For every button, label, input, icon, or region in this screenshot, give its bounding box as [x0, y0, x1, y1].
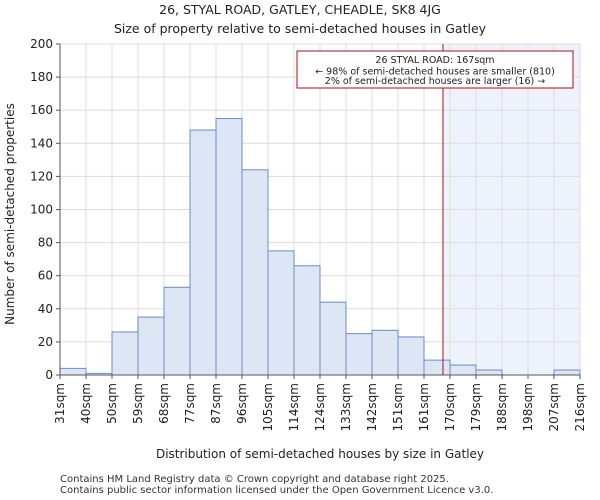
annotation-box [296, 50, 574, 89]
x-tick-label-198sqm: 198sqm [521, 383, 535, 431]
y-tick-label-3: 60 [38, 269, 53, 283]
bar-142sqm [371, 329, 399, 376]
bar-124sqm [319, 301, 347, 376]
y-tick-label-7: 140 [30, 136, 53, 150]
x-tick-label-59sqm: 59sqm [131, 383, 145, 424]
y-tick-label-1: 20 [38, 335, 53, 349]
bar-151sqm [397, 336, 425, 376]
x-tick-label-87sqm: 87sqm [209, 383, 223, 424]
x-tick-label-142sqm: 142sqm [365, 383, 379, 431]
x-tick-label-133sqm: 133sqm [339, 383, 353, 431]
bar-207sqm [553, 369, 581, 376]
bar-161sqm [423, 359, 451, 376]
x-tick-label-68sqm: 68sqm [157, 383, 171, 424]
footer-line-2: Contains public sector information licen… [60, 485, 494, 496]
plot-area: 0 20 40 60 80 100 120 140 160 180 200 31sqm 40sqm 50s… [30, 37, 587, 431]
bar-68sqm [163, 286, 191, 376]
bar-105sqm [267, 250, 295, 376]
annotation-text-2: ← 98% of semi-detached houses are smalle… [315, 67, 555, 78]
bar-31sqm [59, 367, 87, 376]
annotation-text-3: 2% of semi-detached houses are larger (1… [325, 76, 545, 87]
x-tick-label-114sqm: 114sqm [287, 383, 301, 431]
bar-50sqm [111, 331, 139, 376]
y-axis-label: Number of semi-detached properties [3, 103, 17, 325]
bar-96sqm [241, 169, 269, 376]
x-tick-label-151sqm: 151sqm [391, 383, 405, 431]
x-tick-label-161sqm: 161sqm [417, 383, 431, 431]
x-axis-label: Distribution of semi-detached houses by … [156, 447, 484, 461]
x-tick-label-105sqm: 105sqm [261, 383, 275, 431]
y-tick-label-5: 100 [30, 203, 53, 217]
x-tick-label-31sqm: 31sqm [53, 383, 67, 424]
bar-133sqm [345, 333, 373, 376]
x-tick-label-170sqm: 170sqm [443, 383, 457, 431]
y-tick-label-8: 160 [30, 103, 53, 117]
bar-179sqm [475, 369, 503, 376]
x-tick-label-77sqm: 77sqm [183, 383, 197, 424]
chart-title: 26, STYAL ROAD, GATLEY, CHEADLE, SK8 4JG [159, 2, 441, 17]
y-tick-label-2: 40 [38, 302, 53, 316]
bar-77sqm [189, 129, 217, 376]
x-tick-label-179sqm: 179sqm [469, 383, 483, 431]
x-tick-label-40sqm: 40sqm [79, 383, 93, 424]
footer-line-1: Contains HM Land Registry data © Crown c… [60, 474, 449, 485]
bar-87sqm [215, 117, 243, 376]
bar-170sqm [449, 364, 477, 376]
x-tick-label-188sqm: 188sqm [495, 383, 509, 431]
y-tick-label-10: 200 [30, 37, 53, 51]
annotation-text-1: 26 STYAL ROAD: 167sqm [375, 55, 494, 66]
bar-114sqm [293, 265, 321, 376]
x-tick-label-216sqm: 216sqm [573, 383, 587, 431]
chart-subtitle: Size of property relative to semi-detach… [114, 21, 487, 36]
x-tick-label-96sqm: 96sqm [235, 383, 249, 424]
y-tick-label-6: 120 [30, 169, 53, 183]
y-tick-label-9: 180 [30, 70, 53, 84]
y-tick-label-0: 0 [45, 368, 53, 382]
bar-59sqm [137, 316, 165, 376]
y-tick-label-4: 80 [38, 236, 53, 250]
x-tick-label-207sqm: 207sqm [547, 383, 561, 431]
x-tick-label-124sqm: 124sqm [313, 383, 327, 431]
x-tick-label-50sqm: 50sqm [105, 383, 119, 424]
